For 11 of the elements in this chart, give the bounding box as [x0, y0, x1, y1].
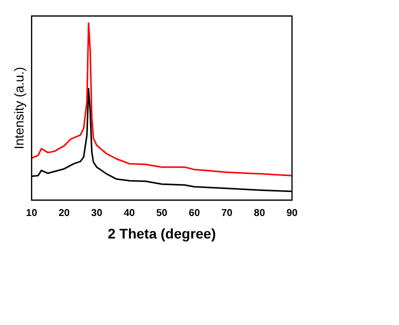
x-tick-label: 60	[188, 208, 200, 219]
x-tick-label: 50	[156, 208, 168, 219]
x-tick-label: 10	[26, 208, 38, 219]
x-axis-title: 2 Theta (degree)	[108, 225, 216, 242]
x-tick-label: 70	[221, 208, 233, 219]
x-tick-label: 90	[286, 208, 298, 219]
x-tick-label: 80	[254, 208, 266, 219]
x-tick-label: 40	[124, 208, 136, 219]
x-tick-label: 30	[91, 208, 103, 219]
y-axis-title: Intensity (a.u.)	[11, 66, 26, 150]
x-tick-label: 20	[58, 208, 70, 219]
